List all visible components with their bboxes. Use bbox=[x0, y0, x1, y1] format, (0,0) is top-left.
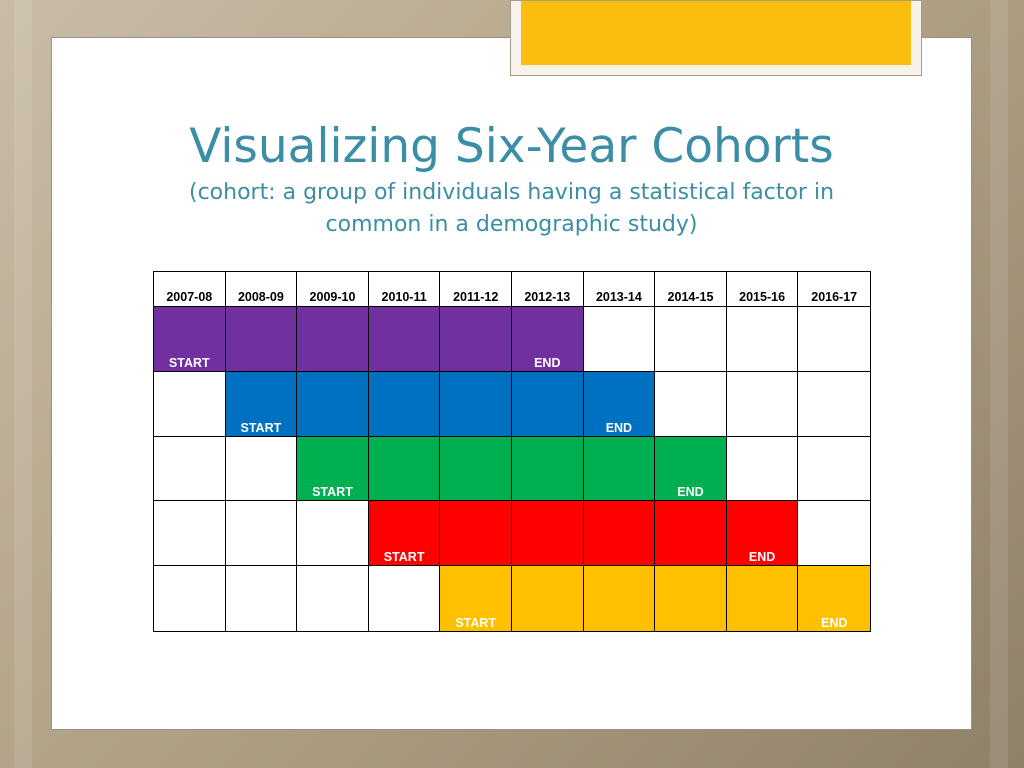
year-header: 2012-13 bbox=[511, 272, 584, 307]
year-header: 2010-11 bbox=[368, 272, 441, 307]
cohort-cell-empty bbox=[798, 501, 870, 567]
year-header: 2016-17 bbox=[798, 272, 870, 307]
cohort-cell-filled bbox=[368, 436, 441, 502]
start-label: START bbox=[383, 550, 425, 565]
cohort-table: 2007-08 2008-09 2009-10 2010-11 2011-12 2012-… bbox=[153, 271, 871, 632]
cohort-cell-empty bbox=[798, 371, 870, 437]
cohort-cell-empty bbox=[225, 501, 298, 567]
background-stripe bbox=[14, 0, 32, 768]
cohort-cell-filled bbox=[297, 371, 369, 437]
cohort-cell-empty bbox=[154, 501, 226, 567]
cohort-cell-filled: END bbox=[511, 307, 584, 372]
cohort-cell-filled: START bbox=[154, 307, 226, 372]
cohort-cell-filled bbox=[297, 307, 369, 372]
cohort-cell-filled: START bbox=[440, 566, 512, 631]
cohort-cell-empty bbox=[726, 307, 799, 372]
cohort-cell-filled bbox=[726, 566, 799, 631]
cohort-cell-empty bbox=[726, 436, 799, 502]
start-label: START bbox=[455, 616, 497, 630]
background-stripe bbox=[990, 0, 1008, 768]
cohort-cell-filled bbox=[511, 501, 584, 567]
cohort-cell-filled: END bbox=[583, 371, 656, 437]
cohort-cell-empty bbox=[583, 307, 656, 372]
cohort-cell-filled: END bbox=[798, 566, 870, 631]
cohort-cell-empty bbox=[225, 436, 298, 502]
cohort-cell-filled bbox=[655, 566, 727, 631]
cohort-cell-empty bbox=[225, 566, 298, 631]
cohort-cell-empty bbox=[798, 436, 870, 502]
start-label: START bbox=[168, 355, 210, 370]
cohort-cell-empty bbox=[655, 307, 727, 372]
cohort-cell-empty bbox=[297, 566, 369, 631]
cohort-cell-filled bbox=[368, 307, 441, 372]
end-label: END bbox=[677, 485, 704, 500]
cohort-cell-filled bbox=[511, 371, 584, 437]
cohort-cell-filled bbox=[440, 501, 512, 567]
cohort-cell-filled: START bbox=[225, 371, 298, 437]
cohort-cell-filled bbox=[511, 566, 584, 631]
year-header: 2008-09 bbox=[225, 272, 298, 307]
end-label: END bbox=[534, 355, 561, 370]
year-header: 2013-14 bbox=[583, 272, 656, 307]
decorative-tab-fill bbox=[521, 1, 911, 65]
cohort-cell-filled bbox=[655, 501, 727, 567]
year-header: 2011-12 bbox=[440, 272, 512, 307]
cohort-cell-filled bbox=[440, 307, 512, 372]
slide-subtitle: (cohort: a group of individuals having a… bbox=[188, 180, 835, 237]
cohort-cell-filled: START bbox=[297, 436, 369, 502]
cohort-cell-filled bbox=[368, 371, 441, 437]
cohort-cell-filled bbox=[440, 371, 512, 437]
year-header: 2014-15 bbox=[655, 272, 727, 307]
cohort-cell-empty bbox=[154, 371, 226, 437]
end-label: END bbox=[820, 616, 848, 630]
decorative-tab bbox=[510, 0, 922, 76]
cohort-cell-filled bbox=[583, 436, 656, 502]
cohort-cell-empty bbox=[798, 307, 870, 372]
end-label: END bbox=[605, 420, 633, 435]
year-header: 2007-08 bbox=[154, 272, 226, 307]
cohort-cell-filled bbox=[583, 566, 656, 631]
cohort-cell-empty bbox=[297, 501, 369, 567]
cohort-cell-filled: START bbox=[368, 501, 441, 567]
cohort-cell-filled bbox=[225, 307, 298, 372]
cohort-cell-empty bbox=[655, 371, 727, 437]
start-label: START bbox=[312, 485, 353, 500]
cohort-cell-filled: END bbox=[726, 501, 799, 567]
year-header: 2015-16 bbox=[726, 272, 799, 307]
cohort-cell-empty bbox=[154, 436, 226, 502]
cohort-cell-filled bbox=[583, 501, 656, 567]
cohort-cell-filled bbox=[511, 436, 584, 502]
slide-title: Visualizing Six-Year Cohorts bbox=[189, 119, 834, 174]
cohort-cell-filled: END bbox=[655, 436, 727, 502]
cohort-cell-empty bbox=[368, 566, 441, 631]
year-header: 2009-10 bbox=[297, 272, 369, 307]
cohort-cell-empty bbox=[726, 371, 799, 437]
cohort-cell-empty bbox=[154, 566, 226, 631]
cohort-cell-filled bbox=[440, 436, 512, 502]
start-label: START bbox=[240, 420, 282, 435]
end-label: END bbox=[748, 550, 776, 565]
